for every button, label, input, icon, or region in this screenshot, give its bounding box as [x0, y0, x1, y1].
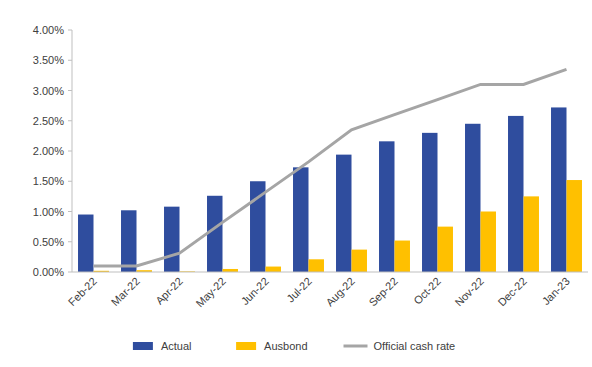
bar: [207, 196, 222, 272]
x-tick-label: Dec-22: [495, 275, 529, 309]
y-tick-label: 4.00%: [33, 24, 64, 36]
x-tick-label: Jan-23: [540, 275, 572, 307]
bar: [551, 107, 566, 272]
y-tick: [68, 272, 72, 273]
bar: [465, 124, 480, 272]
bar: [524, 196, 539, 272]
x-tick-label: Mar-22: [109, 275, 142, 308]
bar: [336, 155, 351, 272]
y-tick: [68, 211, 72, 212]
y-tick-label: 1.50%: [33, 175, 64, 187]
y-tick: [68, 120, 72, 121]
y-tick: [68, 151, 72, 152]
x-axis-line: [72, 272, 588, 273]
y-tick-label: 0.50%: [33, 236, 64, 248]
bar: [78, 215, 93, 272]
y-tick-label: 3.00%: [33, 85, 64, 97]
y-tick-label: 0.00%: [33, 266, 64, 278]
x-tick-label: May-22: [193, 275, 227, 309]
bar: [164, 207, 179, 272]
line: [94, 69, 567, 266]
plot-marks: [78, 69, 582, 272]
legend-label: Official cash rate: [374, 340, 456, 352]
bar: [567, 180, 582, 272]
legend-swatch: [344, 345, 368, 348]
legend: Actual Ausbond Official cash rate: [133, 340, 455, 352]
bar: [293, 167, 308, 272]
x-tick-label: Feb-22: [66, 275, 99, 308]
bar: [121, 210, 136, 272]
y-tick: [68, 60, 72, 61]
y-tick-label: 2.50%: [33, 115, 64, 127]
x-tick-label: Oct-22: [411, 275, 443, 307]
bar: [352, 250, 367, 272]
legend-label: Actual: [161, 340, 192, 352]
y-tick: [68, 90, 72, 91]
bar: [481, 212, 496, 273]
y-tick-label: 2.00%: [33, 145, 64, 157]
y-axis-line: [72, 30, 73, 272]
x-tick-label: Aug-22: [323, 275, 357, 309]
y-axis: 0.00% 0.50% 1.00% 1.50% 2.00% 2.50% 3.00% 3.50%…: [33, 24, 72, 278]
y-tick-label: 3.50%: [33, 54, 64, 66]
bar: [422, 133, 437, 272]
y-tick: [68, 181, 72, 182]
chart: 0.00% 0.50% 1.00% 1.50% 2.00% 2.50% 3.00% 3.50%…: [0, 0, 592, 367]
x-tick-label: Sep-22: [366, 275, 400, 309]
bar: [309, 259, 324, 272]
bar: [438, 227, 453, 272]
x-tick-label: Nov-22: [452, 275, 486, 309]
x-axis: Feb-22 Mar-22 Apr-22May-22 Jun-22 Jul-22 Aug-…: [66, 275, 572, 309]
y-tick: [68, 241, 72, 242]
x-tick-label: Apr-22: [153, 275, 185, 307]
x-tick-label: Jun-22: [239, 275, 271, 307]
bar: [508, 116, 523, 272]
y-tick-label: 1.00%: [33, 206, 64, 218]
x-tick-label: Jul-22: [284, 275, 314, 305]
legend-swatch: [133, 342, 153, 350]
legend-label: Ausbond: [264, 340, 307, 352]
y-tick: [68, 30, 72, 31]
legend-swatch: [236, 342, 256, 350]
bar: [395, 241, 410, 272]
bar: [266, 267, 281, 272]
bar: [379, 141, 394, 272]
